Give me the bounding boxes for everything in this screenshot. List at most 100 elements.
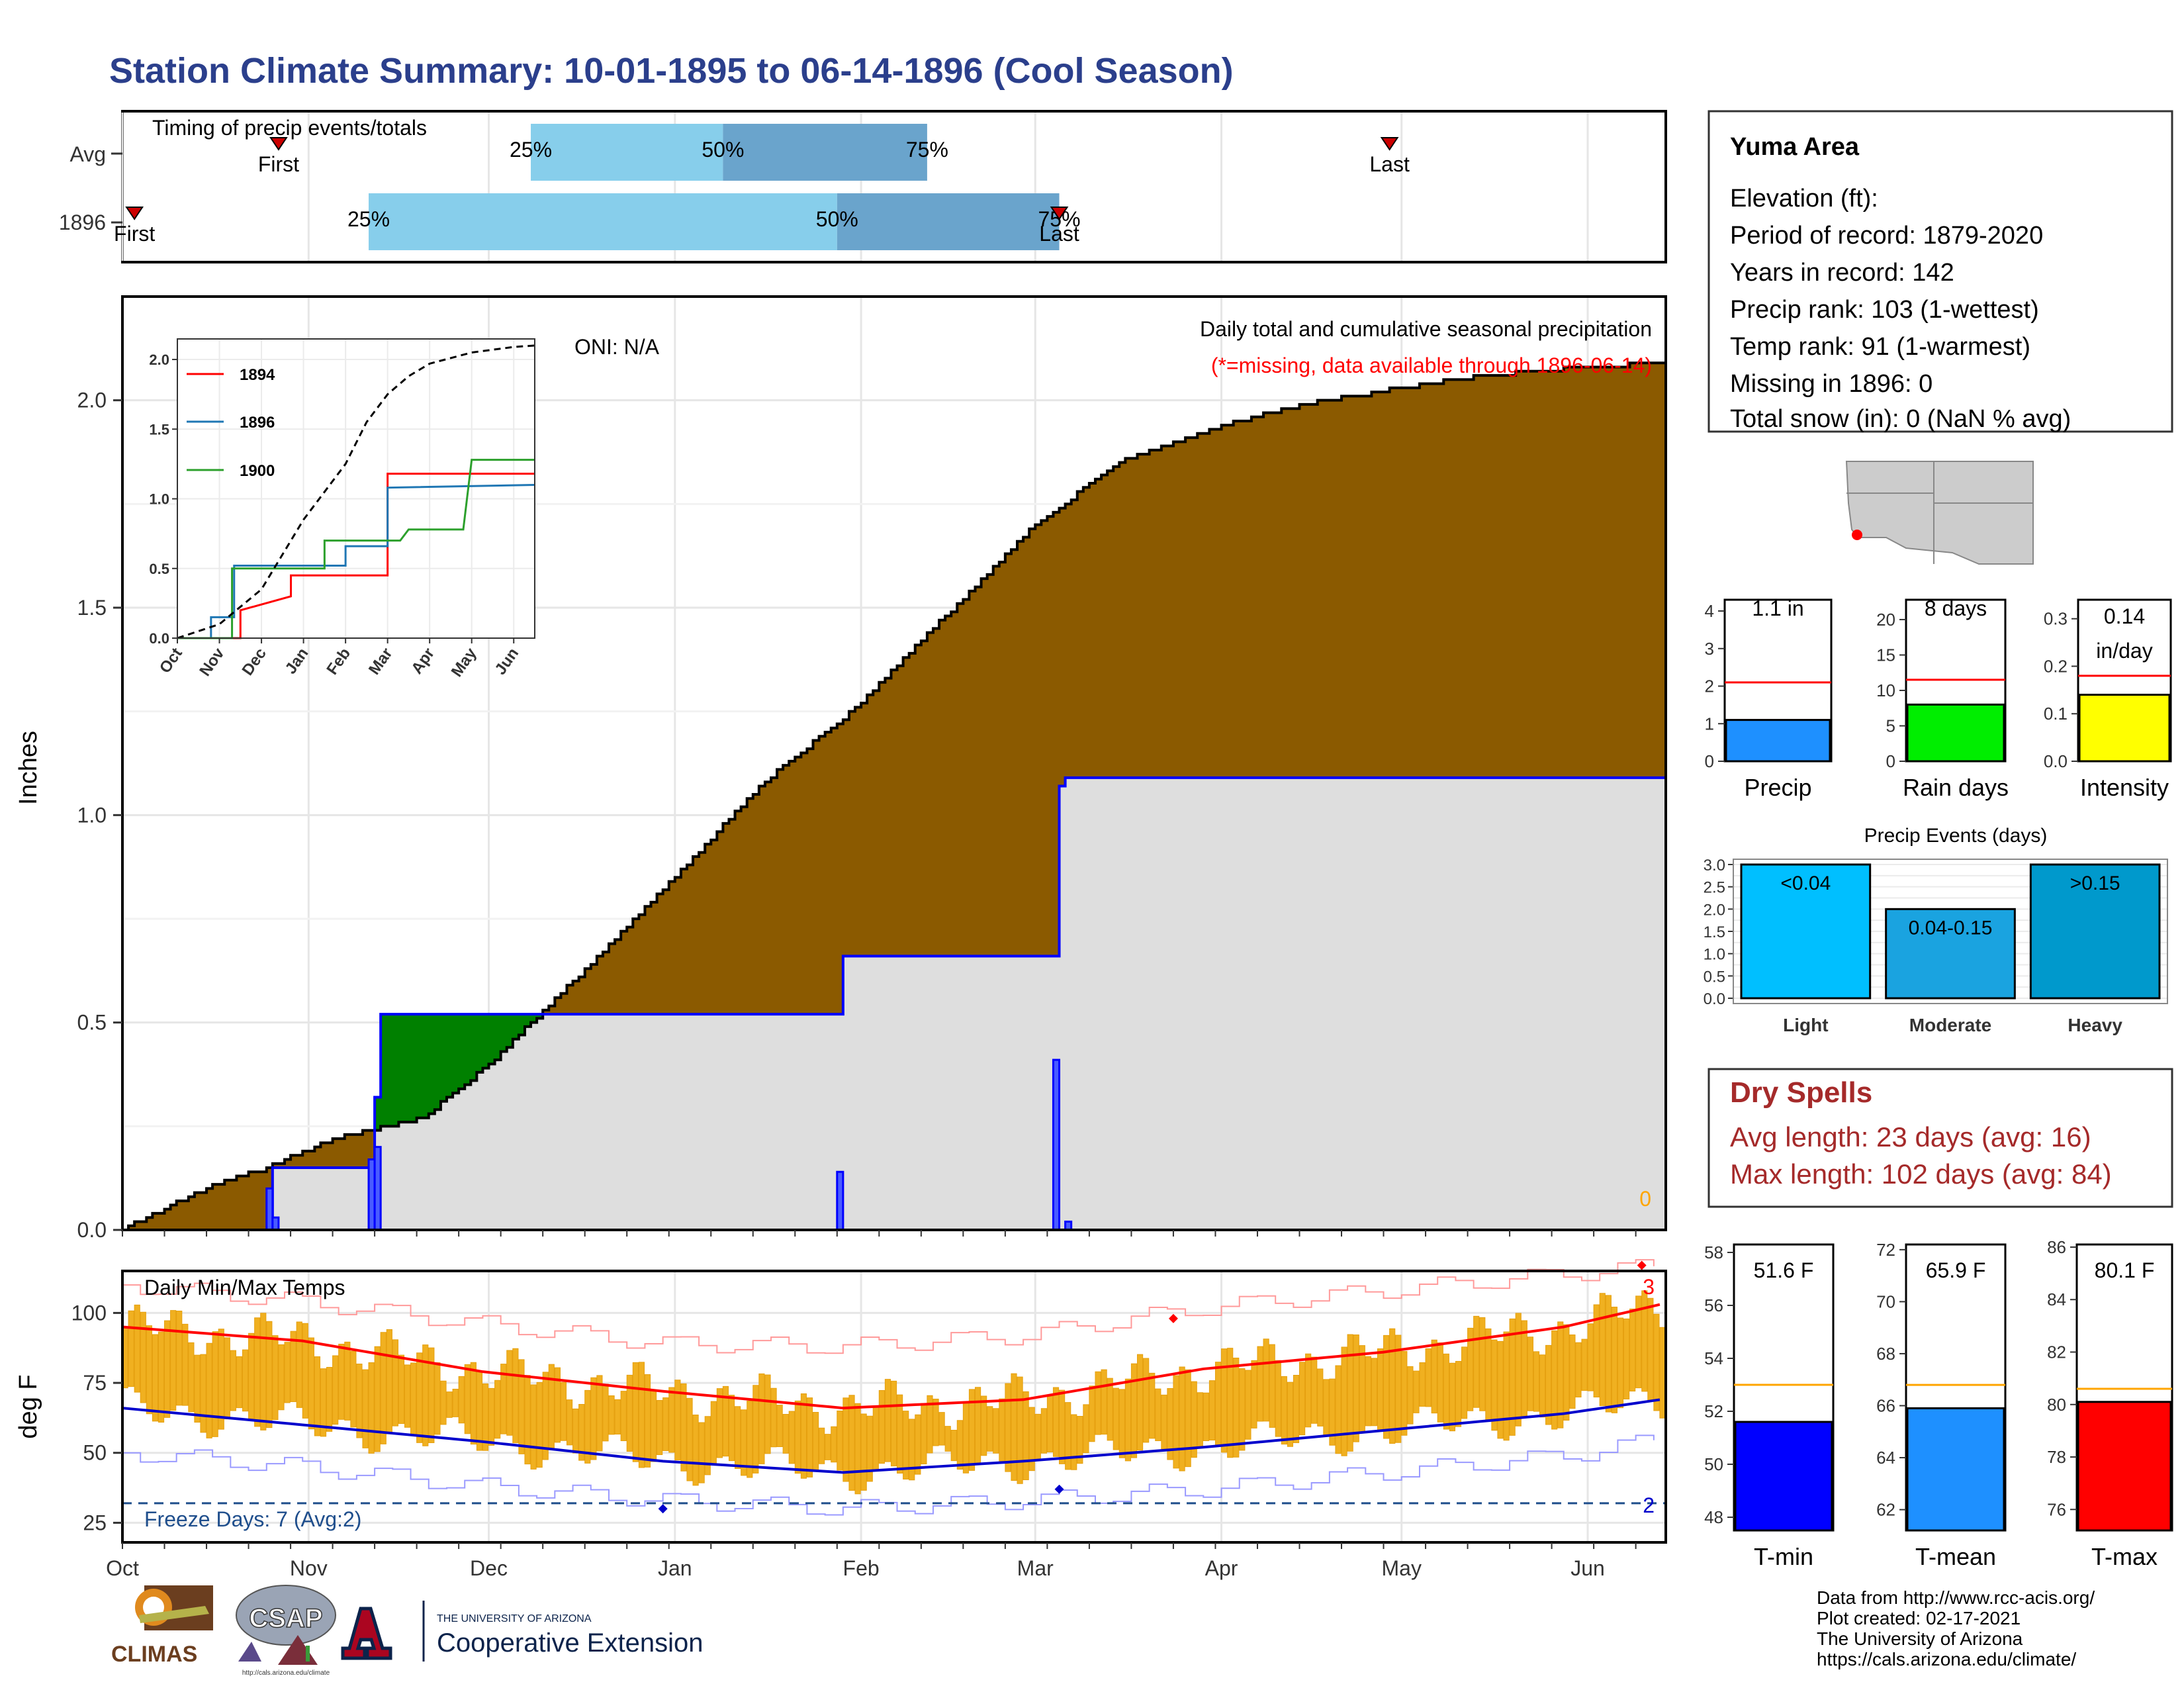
record-min-line: [122, 1434, 1655, 1516]
temp-panel: 25 50 75 100 Oct Nov Dec Jan Feb Mar Apr May Jun Da…: [15, 1259, 1667, 1580]
inset-y-tick-label: 1.0: [149, 491, 169, 508]
temp-y-tick-label: 50: [83, 1441, 107, 1465]
raindays-mini-chart-y-tick-label: 0: [1886, 751, 1895, 771]
timing-1896-pct-label-1: 25%: [347, 207, 390, 231]
info-precip-rank: Precip rank: 103 (1-wettest): [1730, 296, 2039, 324]
intensity-mini-chart-value-text-1: 0.14: [2104, 604, 2145, 628]
tmean-mini-chart-y-tick-label: 68: [1876, 1344, 1895, 1364]
timing-row-avg: Avg: [69, 142, 106, 166]
inset-legend: 1894 1896 1900: [187, 366, 275, 480]
info-period: Period of record: 1879-2020: [1730, 222, 2043, 250]
tmax-avg-line: [122, 1303, 1661, 1410]
precip-mini-chart-y-tick-label: 1: [1705, 714, 1714, 733]
raindays-mini-chart-y-tick-label: 10: [1876, 680, 1895, 700]
above-average-area: [375, 1014, 543, 1131]
intensity-mini-chart-y-tick-label: 0.0: [2044, 751, 2068, 771]
temp-y-tick-label: 25: [83, 1511, 107, 1534]
tmin-mini-chart-y-tick-label: 58: [1704, 1243, 1723, 1262]
events-category-light: Light: [1783, 1015, 1828, 1035]
precip-mini-chart-y-tick-label: 4: [1705, 601, 1714, 621]
info-missing: Missing in 1896: 0: [1730, 370, 1933, 398]
climas-wordmark: CLIMAS: [111, 1642, 197, 1667]
freeze-days-label: Freeze Days: 7 (Avg:2): [144, 1507, 361, 1531]
events-y-tick-label: 1.0: [1704, 946, 1725, 964]
precip-y-tick-label: 0.0: [77, 1218, 107, 1242]
timing-avg-first-marker: [269, 137, 288, 151]
legend-1896: 1896: [240, 414, 275, 432]
tmin-mini-chart-y-tick-label: 54: [1704, 1348, 1723, 1368]
month-label-may: May: [1382, 1556, 1422, 1580]
raindays-mini-chart-label: Rain days: [1903, 774, 2009, 801]
oni-label: ONI: N/A: [574, 335, 660, 359]
events-bar-label-1: <0.04: [1780, 872, 1831, 894]
raindays-mini-chart-y-tick-label: 5: [1886, 716, 1895, 735]
timing-1896-pct-label-2: 50%: [816, 207, 858, 231]
tmax-mini-chart-y-tick-label: 80: [2047, 1395, 2066, 1415]
inset-y-tick-label: 0.5: [149, 561, 169, 577]
tmean-mini-chart-y-tick-label: 64: [1876, 1448, 1895, 1468]
tmax-mini-chart-y-tick-label: 78: [2047, 1447, 2066, 1467]
intensity-mini-chart: 0.0 0.1 0.2 0.3 0.14 in/day Intensity: [2044, 598, 2172, 801]
missing-count: 0: [1639, 1187, 1651, 1211]
freeze-days-right: 2: [1643, 1493, 1655, 1517]
inset-y-tick-label: 1.5: [149, 421, 169, 438]
precip-mini-chart-value-text-1: 1.1 in: [1752, 596, 1803, 620]
timing-1896-last-label: Last: [1039, 222, 1079, 246]
timing-row-1896: 1896: [59, 211, 106, 234]
events-y-tick-label: 2.5: [1704, 879, 1725, 897]
precip-mini-chart-label: Precip: [1744, 774, 1811, 801]
tmean-mini-chart: 62 64 66 68 70 72 65.9 F T-mean: [1876, 1240, 2007, 1570]
record-high-marker-2: [1637, 1260, 1647, 1270]
precip-y-tick-label: 1.5: [77, 596, 107, 620]
record-high-marker-1: [1168, 1313, 1178, 1323]
precip-mini-chart-y-tick-label: 2: [1705, 677, 1714, 696]
tmax-mini-chart-y-tick-label: 84: [2047, 1289, 2066, 1309]
events-y-tick-label: 0.0: [1704, 990, 1725, 1008]
precip-mini-chart-value-bar: [1725, 719, 1831, 763]
tmin-avg-line: [122, 1398, 1661, 1474]
info-elevation: Elevation (ft):: [1730, 185, 1878, 212]
tmin-mini-chart-label: T-min: [1754, 1543, 1813, 1570]
timing-avg-pct-label-2: 50%: [702, 138, 744, 162]
daily-precip-bar-2: [271, 1216, 280, 1231]
month-label-jun: Jun: [1570, 1556, 1605, 1580]
intensity-mini-chart-label: Intensity: [2080, 774, 2169, 801]
missing-note: (*=missing, data available through 1896-…: [1211, 353, 1652, 377]
record-low-marker-2: [1054, 1484, 1064, 1494]
timing-avg-q2-bar: [723, 124, 927, 181]
timing-avg-pct-label-1: 25%: [510, 138, 552, 162]
daily-precip-bar-4: [373, 1146, 382, 1231]
tmean-mini-chart-y-tick-label: 62: [1876, 1500, 1895, 1520]
timing-1896-q2-bar: [837, 193, 1060, 250]
inset-series-1900: [177, 459, 535, 639]
ua-cooperative-extension: Cooperative Extension: [437, 1628, 703, 1658]
month-label-nov: Nov: [290, 1556, 328, 1580]
temp-y-tick-label: 100: [71, 1301, 107, 1325]
tmean-mini-chart-y-tick-label: 66: [1876, 1395, 1895, 1415]
inset-y-tick-label: 0.0: [149, 630, 169, 647]
temp-y-tick-label: 75: [83, 1371, 107, 1395]
timing-avg-pct-label-3: 75%: [906, 138, 948, 162]
precip-y-tick-label: 1.0: [77, 803, 107, 827]
events-y-tick-label: 2.0: [1704, 901, 1725, 919]
intensity-mini-chart-value-bar: [2078, 694, 2171, 763]
events-y-tick-label: 3.0: [1704, 857, 1725, 874]
timing-avg-last-marker: [1380, 137, 1399, 151]
precip-mini-chart-y-tick-label: 3: [1705, 639, 1714, 659]
tmin-mini-chart-value-text-1: 51.6 F: [1754, 1258, 1814, 1282]
raindays-mini-chart-y-tick-label: 20: [1876, 610, 1895, 630]
intensity-mini-chart-y-tick-label: 0.1: [2044, 704, 2068, 724]
timing-1896-last-marker: [1050, 207, 1069, 220]
tmax-mini-chart-label: T-max: [2091, 1543, 2158, 1570]
timing-label: Timing of precip events/totals: [152, 116, 427, 140]
tmax-mini-chart-y-tick-label: 82: [2047, 1342, 2066, 1362]
intensity-mini-chart-value-text-2: in/day: [2096, 639, 2152, 663]
footer-line-1: Data from http://www.rcc-acis.org/: [1817, 1587, 2095, 1608]
events-bar-light: [1740, 863, 1872, 1000]
tmin-mini-chart-y-tick-label: 48: [1704, 1507, 1723, 1527]
tmin-mini-chart: 48 50 52 54 56 58 51.6 F T-min: [1704, 1243, 1835, 1570]
footer-line-3: The University of Arizona: [1817, 1628, 2023, 1649]
timing-avg-last-label: Last: [1369, 152, 1410, 176]
tmin-mini-chart-y-tick-label: 50: [1704, 1454, 1723, 1474]
